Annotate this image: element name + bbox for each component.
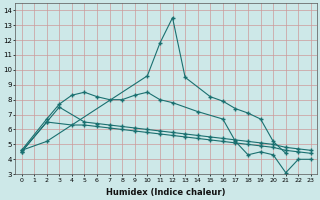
X-axis label: Humidex (Indice chaleur): Humidex (Indice chaleur) — [107, 188, 226, 197]
